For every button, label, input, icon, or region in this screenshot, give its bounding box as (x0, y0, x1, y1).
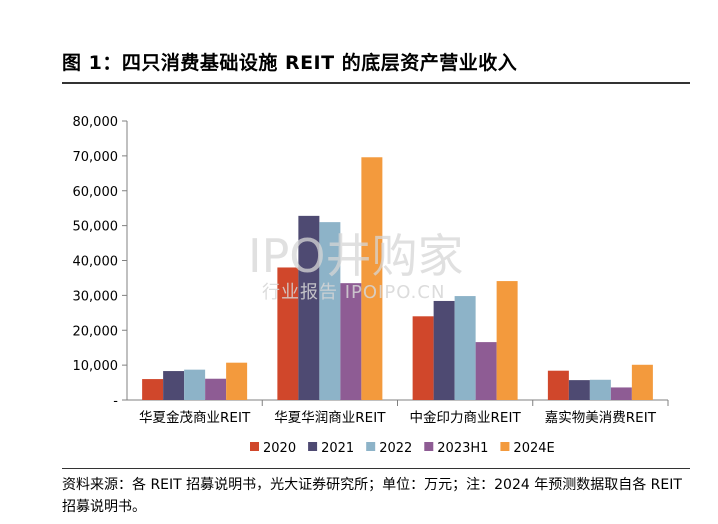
bar (454, 296, 476, 400)
x-tick-label: 华夏金茂商业REIT (139, 409, 251, 426)
watermark-main: IPO井购家 (248, 229, 464, 283)
y-tick-label: 20,000 (73, 324, 119, 339)
y-tick-label: 60,000 (73, 185, 119, 200)
title-divider (62, 82, 690, 84)
watermark-sub: 行业报告 IPOIPO.CN (262, 282, 445, 303)
source-note: 资料来源：各 REIT 招募说明书，光大证券研究所；单位：万元；注：2024 年… (62, 477, 682, 515)
bar (610, 387, 632, 400)
bar (277, 267, 299, 400)
chart-axes: - 10,000 20,000 30,000 40,000 50,000 60,000 70,… (73, 115, 669, 409)
y-tick-label: 50,000 (73, 220, 119, 235)
legend-label: 2024E (513, 441, 554, 456)
y-tick-label: 80,000 (73, 115, 119, 130)
bar (319, 222, 341, 400)
legend-swatch (424, 442, 434, 451)
legend-label: 2020 (263, 441, 296, 456)
legend-label: 2023H1 (437, 441, 488, 456)
x-tick-label: 中金印力商业REIT (410, 410, 522, 426)
bar (412, 316, 434, 400)
legend-swatch (366, 442, 376, 451)
legend-item: 2022 (366, 441, 412, 456)
legend-item: 2021 (308, 441, 354, 456)
bar (631, 364, 653, 400)
bar-chart: - 10,000 20,000 30,000 40,000 50,000 60,000 70,… (73, 115, 669, 456)
y-tick-label: 70,000 (73, 150, 119, 165)
legend-swatch (500, 442, 510, 451)
legend-item: 2023H1 (424, 441, 488, 456)
chart-bars (142, 157, 653, 400)
bar (568, 380, 590, 400)
y-tick-label: 10,000 (73, 359, 119, 374)
legend-label: 2022 (379, 441, 412, 456)
bar (205, 378, 227, 400)
legend-label: 2021 (321, 441, 354, 456)
bar (433, 300, 455, 400)
bar (184, 369, 206, 400)
footer-divider (62, 468, 690, 469)
watermark: IPO井购家 行业报告 IPOIPO.CN (248, 229, 464, 303)
category-labels: 华夏金茂商业REIT 华夏华润商业REIT 中金印力商业REIT 嘉实物美消费REIT (139, 409, 657, 426)
bar (142, 379, 164, 400)
x-tick-label: 华夏华润商业REIT (274, 410, 386, 426)
y-tick-label: 30,000 (73, 289, 119, 304)
legend-swatch (250, 442, 259, 451)
bar (361, 157, 383, 400)
x-tick-label: 嘉实物美消费REIT (545, 410, 657, 426)
y-tick-label: 40,000 (73, 255, 119, 270)
y-tick-label: - (113, 394, 118, 409)
bar (496, 281, 518, 400)
bar (340, 283, 362, 400)
legend-item: 2024E (500, 441, 555, 456)
page-title: 图 1：四只消费基础设施 REIT 的底层资产营业收入 (62, 52, 518, 74)
bar (226, 362, 248, 400)
chart-legend: 2020 2021 2022 2023H1 2024E (250, 441, 555, 456)
bar (589, 379, 611, 400)
legend-item: 2020 (250, 441, 296, 456)
legend-swatch (308, 442, 318, 451)
bar (163, 371, 185, 400)
bar (298, 215, 320, 400)
bar (547, 370, 569, 400)
bar (475, 342, 497, 400)
